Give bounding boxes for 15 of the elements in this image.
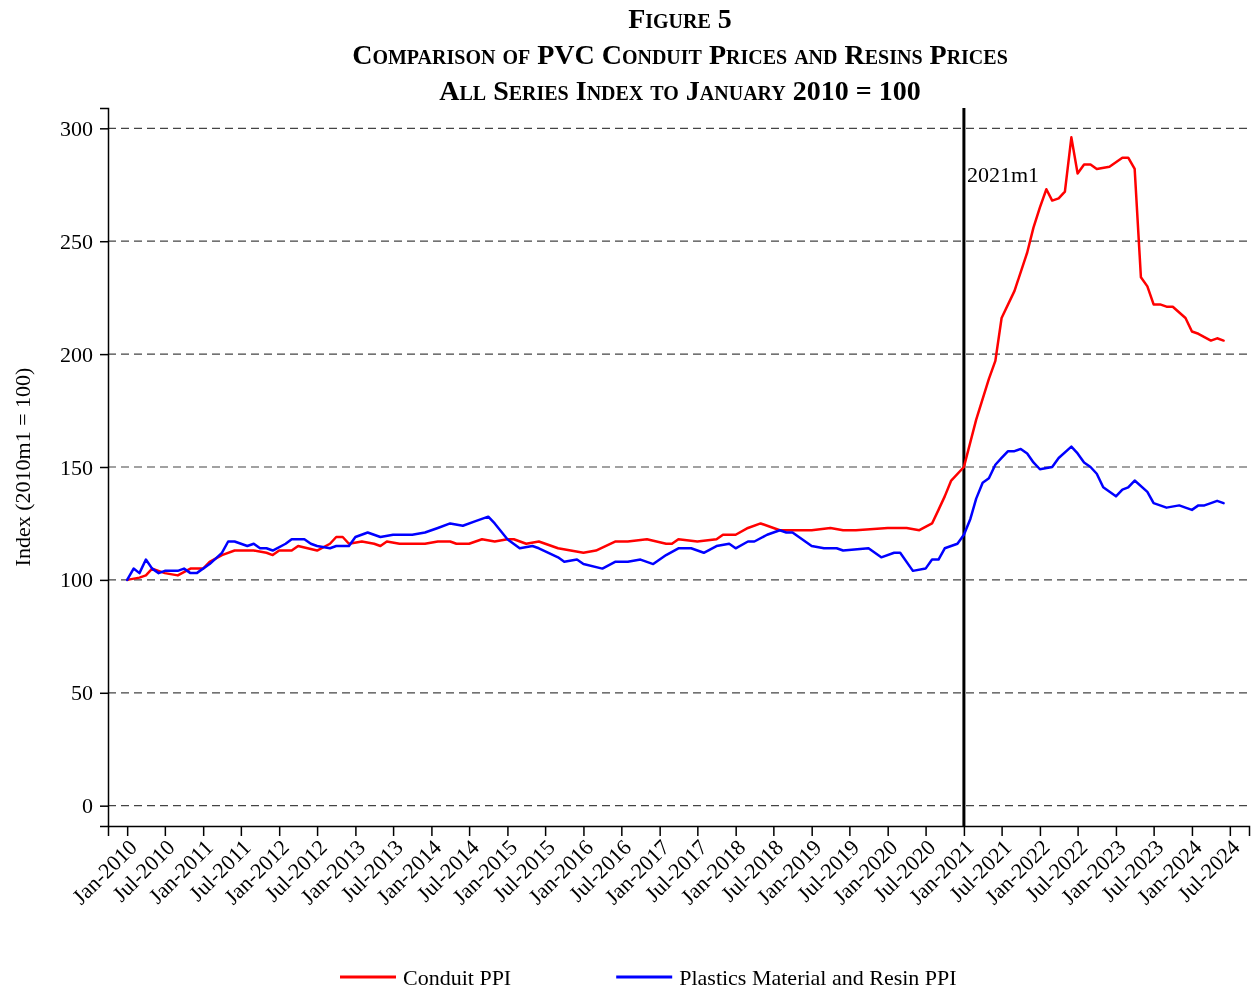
y-tick-label: 250 [60,228,93,254]
y-axis-title: Index (2010m1 = 100) [10,367,35,567]
y-tick-label: 0 [82,793,93,819]
chart-title: Figure 5 [628,3,732,34]
y-tick-label: 300 [60,115,93,141]
line-series [125,445,1225,582]
y-tick-label: 100 [60,567,93,593]
y-tick-label: 200 [60,341,93,367]
y-tick-label: 50 [71,680,93,706]
ref-line-label: 2021m1 [966,162,1040,187]
chart-subtitle: Comparison of PVC Conduit Prices and Resins Prices All Series Index to January 2010 = 100 [352,39,1008,106]
legend-label: Conduit PPI [403,965,512,990]
y-tick-label: 150 [60,454,93,480]
line-series [125,136,1225,582]
legend-label: Plastics Material and Resin PPI [679,965,957,990]
